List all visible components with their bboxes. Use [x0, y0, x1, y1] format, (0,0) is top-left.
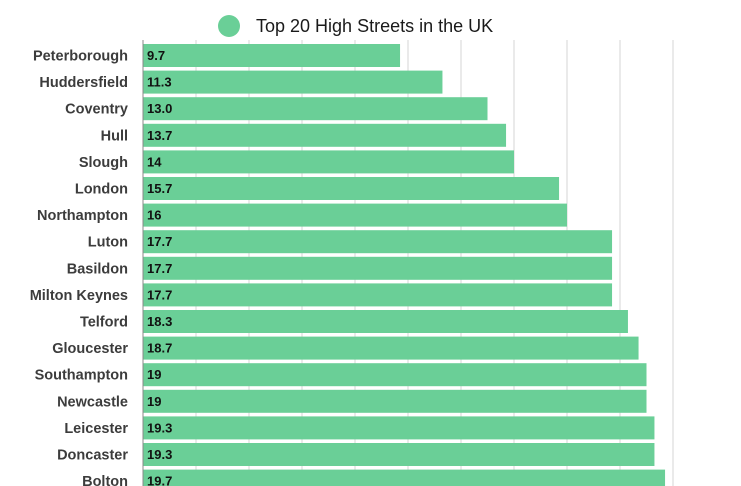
bar: [143, 283, 613, 307]
data-label: 19.3: [147, 420, 172, 435]
category-label: Newcastle: [57, 394, 128, 410]
bar: [143, 363, 647, 387]
category-label: Gloucester: [52, 341, 128, 357]
category-label: Northampton: [37, 208, 128, 224]
data-label: 17.7: [147, 261, 172, 276]
category-label: Basildon: [67, 261, 128, 277]
category-labels: Peterborough Huddersfield Coventry Hull Slou…: [30, 49, 129, 486]
bar: [143, 203, 567, 227]
bar: [143, 469, 666, 486]
data-label: 17.7: [147, 287, 172, 302]
category-label: Bolton: [82, 474, 128, 486]
bar: [143, 150, 514, 174]
bar: [143, 177, 560, 200]
legend-swatch: [218, 15, 240, 37]
category-label: Peterborough: [33, 49, 128, 65]
data-label: 19: [147, 394, 161, 409]
data-label: 15.7: [147, 181, 172, 196]
bar: [143, 44, 401, 67]
category-label: Huddersfield: [39, 75, 128, 91]
data-label: 17.7: [147, 234, 172, 249]
data-label: 19.7: [147, 474, 172, 486]
data-label: 14: [147, 154, 162, 169]
data-label: 11.3: [147, 75, 172, 90]
category-label: Hull: [101, 128, 128, 144]
bars: 9.7 11.3 13.0 13.7 14 15.7 16 17.7 17.7 17.7 18.3 1…: [143, 44, 666, 486]
bar: [143, 389, 647, 413]
bar: [143, 123, 507, 147]
bar: [143, 310, 628, 333]
category-label: Luton: [88, 235, 128, 251]
bar: [143, 443, 655, 466]
data-label: 18.7: [147, 341, 172, 356]
data-label: 9.7: [147, 48, 165, 63]
data-label: 19: [147, 367, 161, 382]
bar: [143, 336, 639, 360]
bar: [143, 416, 655, 440]
bar: [143, 256, 613, 280]
category-label: Southampton: [35, 368, 128, 384]
category-label: London: [75, 182, 128, 198]
category-label: Doncaster: [57, 448, 128, 464]
category-label: Slough: [79, 155, 128, 171]
bar: [143, 97, 488, 121]
category-label: Leicester: [64, 421, 128, 437]
legend-label: Top 20 High Streets in the UK: [256, 16, 494, 36]
legend: Top 20 High Streets in the UK: [0, 13, 741, 39]
data-label: 16: [147, 208, 161, 223]
data-label: 19.3: [147, 447, 172, 462]
bar: [143, 70, 443, 94]
data-label: 13.7: [147, 128, 172, 143]
data-label: 18.3: [147, 314, 172, 329]
category-label: Milton Keynes: [30, 288, 128, 304]
category-label: Coventry: [65, 102, 128, 118]
category-label: Telford: [80, 315, 128, 331]
bar: [143, 230, 613, 254]
data-label: 13.0: [147, 101, 172, 116]
